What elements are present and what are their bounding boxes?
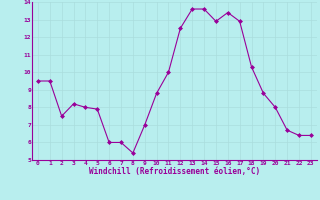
X-axis label: Windchill (Refroidissement éolien,°C): Windchill (Refroidissement éolien,°C) <box>89 167 260 176</box>
